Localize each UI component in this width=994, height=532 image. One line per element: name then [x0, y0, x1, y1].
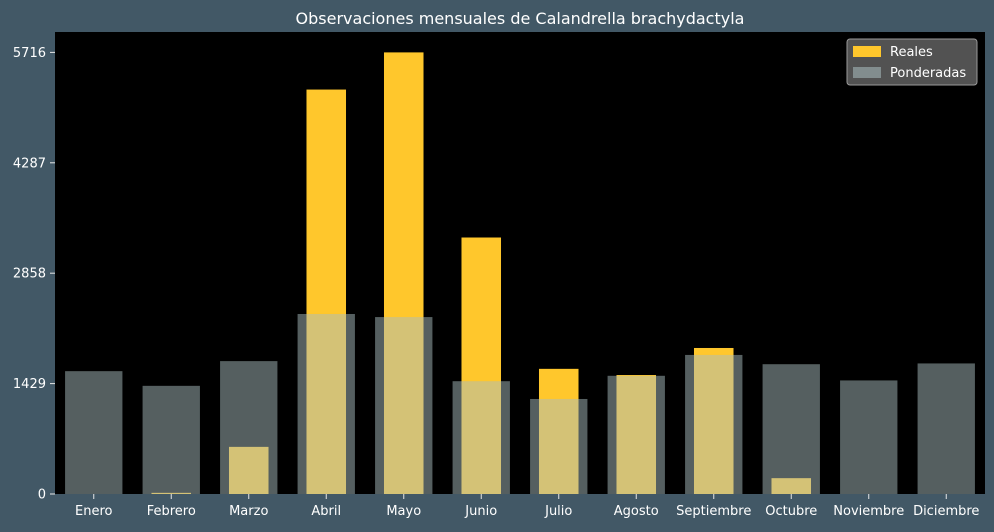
bar-ponderadas-octubre [762, 364, 820, 494]
x-tick-label-julio: Julio [544, 504, 572, 519]
x-tick-label-diciembre: Diciembre [913, 504, 979, 519]
x-tick-label-noviembre: Noviembre [833, 504, 904, 519]
x-tick-label-octubre: Octubre [765, 504, 817, 519]
legend-label-ponderadas: Ponderadas [890, 66, 966, 81]
x-tick-label-abril: Abril [311, 504, 341, 519]
legend-label-reales: Reales [890, 45, 933, 60]
x-tick-label-mayo: Mayo [386, 504, 421, 519]
x-tick-label-enero: Enero [75, 504, 113, 519]
chart-title: Observaciones mensuales de Calandrella b… [296, 9, 745, 28]
bar-ponderadas-septiembre [685, 354, 743, 494]
x-tick-label-junio: Junio [464, 504, 497, 519]
x-tick-label-marzo: Marzo [229, 504, 268, 519]
x-tick-label-septiembre: Septiembre [676, 504, 751, 519]
bar-ponderadas-marzo [220, 361, 278, 494]
bar-ponderadas-agosto [607, 375, 665, 494]
y-tick-label: 4287 [13, 156, 46, 171]
legend-swatch-ponderadas [853, 67, 881, 78]
plot-area [55, 32, 985, 494]
bar-ponderadas-abril [297, 313, 355, 494]
bar-ponderadas-noviembre [840, 380, 898, 494]
x-tick-label-agosto: Agosto [614, 504, 659, 519]
y-tick-label: 1429 [13, 377, 46, 392]
bar-ponderadas-enero [65, 371, 123, 494]
bar-ponderadas-diciembre [917, 363, 975, 494]
series-ponderadas [65, 313, 975, 494]
y-tick-label: 0 [38, 488, 46, 503]
bar-ponderadas-julio [530, 398, 588, 494]
y-tick-label: 5716 [13, 46, 46, 61]
legend: Reales Ponderadas [846, 38, 978, 86]
bar-ponderadas-mayo [375, 317, 433, 494]
legend-swatch-reales [853, 46, 881, 57]
x-tick-label-febrero: Febrero [147, 504, 196, 519]
bar-ponderadas-junio [452, 381, 510, 494]
y-tick-label: 2858 [13, 267, 46, 282]
bar-ponderadas-febrero [142, 385, 200, 494]
axes: Enero Febrero Marzo Abril Mayo Junio Julio Agos… [13, 46, 980, 519]
